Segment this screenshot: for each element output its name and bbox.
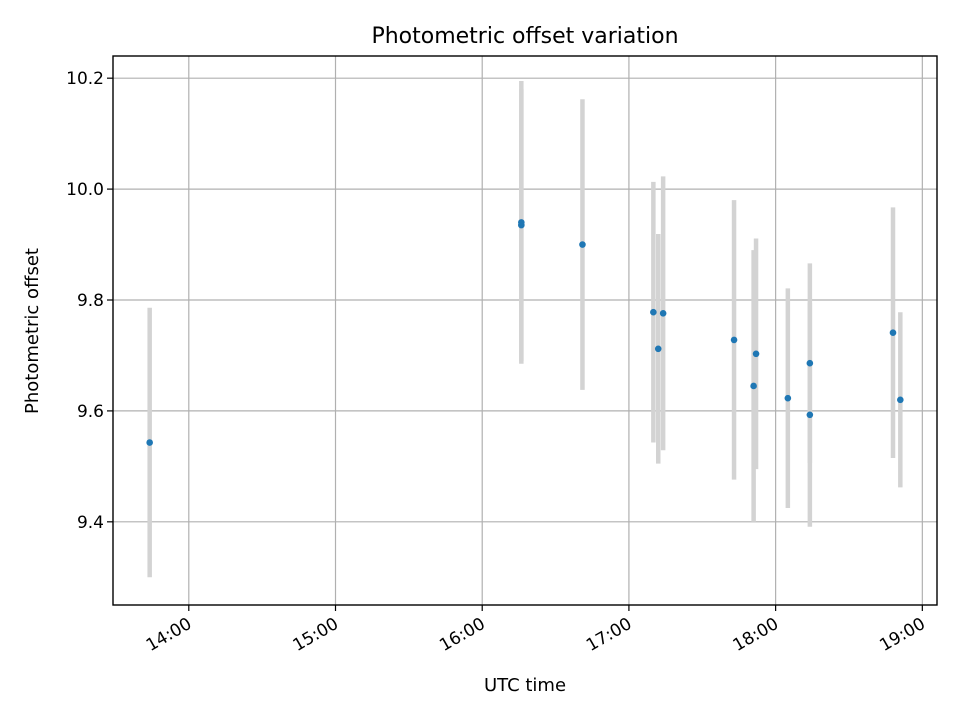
tick-layer: 9.4 9.6 9.8 10.0 10.2 14:00 15:00 16:00 17:00 18:…: [66, 69, 929, 656]
x-tick-label: 17:00: [583, 614, 635, 656]
y-axis-label: Photometric offset: [22, 248, 43, 414]
chart-title: Photometric offset variation: [371, 24, 678, 49]
grid-layer: [113, 56, 937, 605]
y-tick-label: 9.6: [77, 402, 104, 422]
errorbar-layer: [147, 80, 903, 578]
data-point: [579, 241, 586, 248]
x-tick-label: 16:00: [436, 614, 488, 656]
data-point: [659, 310, 667, 317]
y-tick-label: 10.2: [66, 69, 104, 89]
x-tick-label: 18:00: [730, 614, 782, 656]
y-tick-label: 10.0: [66, 180, 104, 200]
x-tick-label: 15:00: [290, 614, 342, 656]
data-point: [784, 394, 792, 402]
x-tick-label: 19:00: [876, 614, 928, 656]
data-point: [654, 345, 662, 353]
data-point: [750, 382, 757, 390]
x-axis-label: UTC time: [484, 675, 566, 696]
point-layer: [146, 219, 904, 446]
data-point: [730, 336, 738, 344]
data-point: [897, 396, 904, 404]
data-point: [518, 219, 525, 226]
data-point: [889, 329, 897, 337]
data-point: [650, 308, 657, 316]
data-point: [146, 439, 153, 446]
data-point: [806, 359, 814, 367]
x-tick-label: 14:00: [143, 614, 195, 656]
plot-frame: [112, 55, 938, 606]
data-point: [752, 350, 760, 358]
y-tick-label: 9.8: [77, 291, 104, 311]
data-point: [806, 411, 814, 419]
y-tick-label: 9.4: [77, 513, 104, 533]
